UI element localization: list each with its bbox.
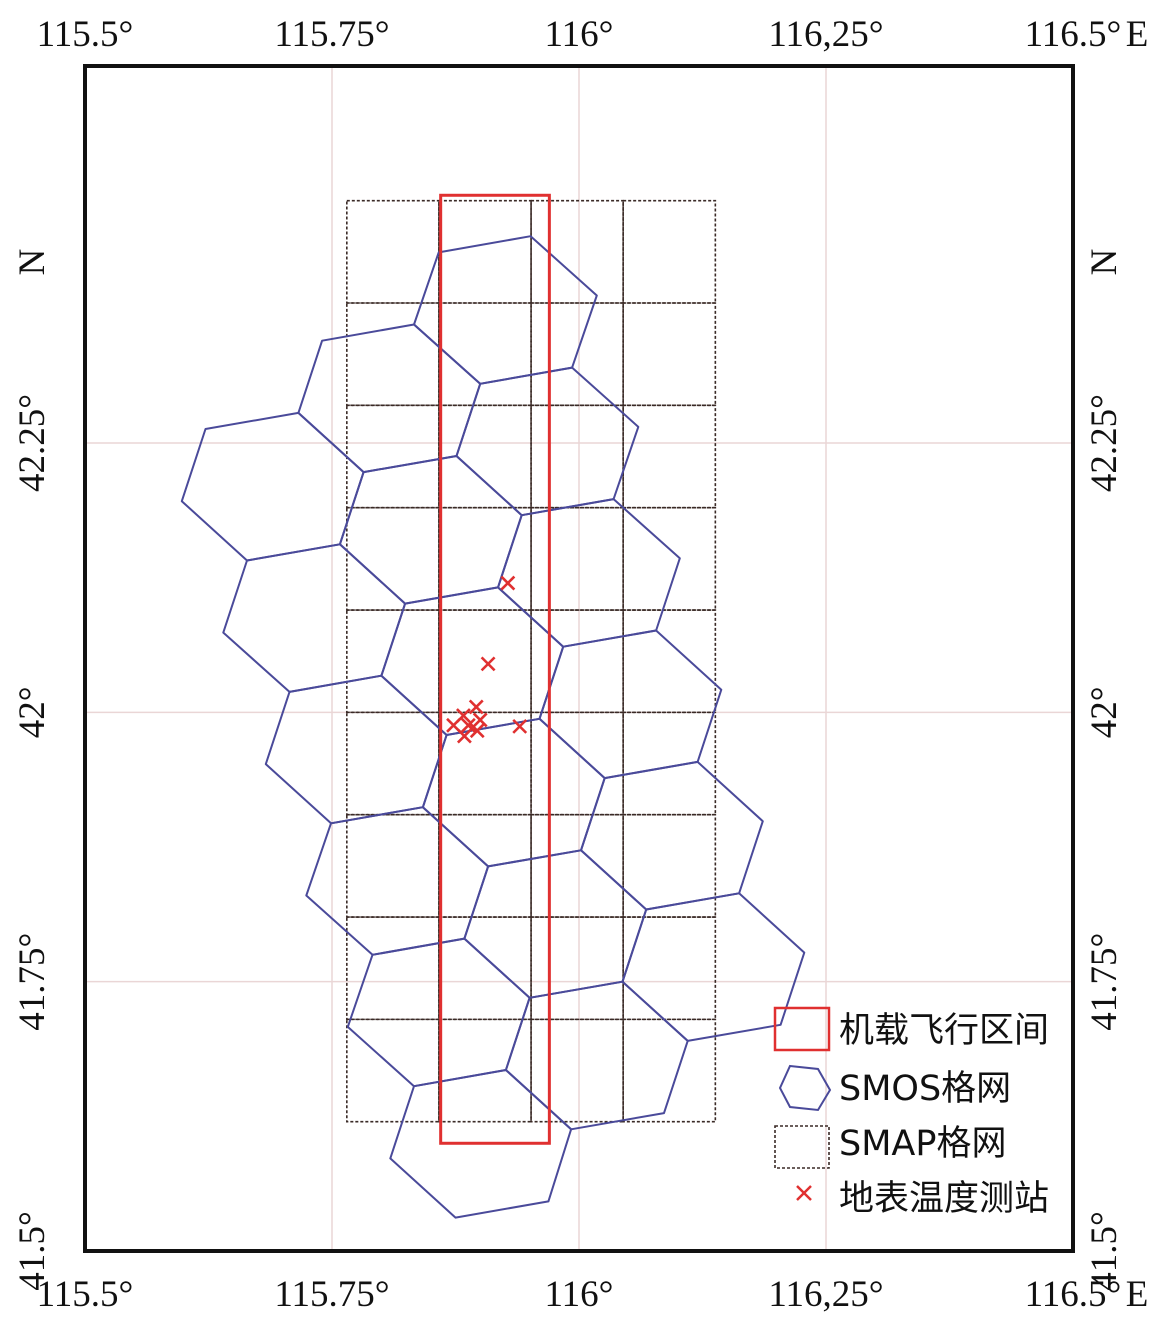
axis-labels: 115.5° 115.5° 115.75° 115.75° 116° 116° 116,25… [12, 14, 1148, 1315]
smos-grid [180, 235, 806, 1219]
lat-tick-label: 42.25° [12, 394, 53, 492]
lon-tick-label: 115.75° [274, 1274, 389, 1315]
legend-label-stations: 地表温度测站 [839, 1179, 1049, 1219]
smos-hexagon [297, 323, 482, 474]
legend-swatch-smap [774, 1125, 830, 1169]
smap-cell [622, 404, 717, 509]
lon-tick-label: 116.5° [1025, 1274, 1122, 1315]
smap-cell [530, 506, 624, 611]
smap-cell [530, 916, 624, 1021]
lon-tick-label: 116° [545, 14, 614, 55]
station-marker [456, 728, 472, 744]
smos-hexagon [180, 411, 365, 562]
smos-hexagon [421, 717, 606, 868]
lat-tick-label: 41.75° [12, 933, 53, 1031]
smap-cell [622, 1018, 717, 1123]
smap-cell [438, 199, 532, 304]
smos-hexagon [580, 760, 764, 911]
smap-grid [346, 199, 717, 1123]
station-marker [460, 717, 476, 733]
legend-label-flight-area: 机载飞行区间 [839, 1011, 1049, 1051]
smos-hexagon [463, 849, 648, 999]
smos-hexagon [497, 498, 681, 648]
stations [446, 575, 528, 744]
station-marker [480, 656, 496, 672]
lat-hemisphere-label: N [12, 249, 53, 276]
smap-cell [530, 609, 624, 714]
smap-cell [622, 711, 717, 816]
lat-tick-label: 42.25° [1084, 394, 1125, 492]
smos-hexagon [305, 806, 490, 956]
smap-cell [622, 609, 717, 714]
legend-swatch-smos-icon [778, 1064, 832, 1112]
station-marker [500, 575, 516, 591]
smap-cell [622, 199, 717, 304]
lat-tick-label: 41.5° [12, 1211, 53, 1291]
smos-hexagon [222, 543, 407, 693]
legend-swatch-flight-area [773, 1006, 831, 1052]
lat-hemisphere-label: N [1084, 249, 1125, 276]
lon-tick-label: 115.5° [37, 1274, 134, 1315]
smap-cell [346, 813, 440, 918]
smos-hexagon [538, 629, 723, 780]
lon-tick-label: 115.75° [274, 14, 389, 55]
smap-cell [346, 609, 440, 714]
lon-hemisphere-label: E [1126, 1274, 1149, 1315]
flight-area-box [439, 193, 551, 1145]
smap-cell [346, 916, 440, 1021]
smap-cell [622, 506, 717, 611]
smos-hexagon [338, 455, 523, 605]
station-marker [472, 712, 488, 728]
smap-cell [346, 1018, 440, 1123]
station-marker [469, 723, 485, 739]
lon-tick-label: 116,25° [768, 14, 883, 55]
smap-cell [346, 404, 440, 509]
legend-label-smap: SMAP格网 [839, 1124, 1006, 1164]
smos-hexagon [264, 674, 448, 825]
smap-cell [438, 916, 532, 1021]
smap-cell [438, 302, 532, 407]
smap-cell [622, 302, 717, 407]
lon-tick-label: 115.5° [37, 14, 134, 55]
lon-hemisphere-label: E [1126, 14, 1149, 55]
lon-tick-label: 116.5° [1025, 14, 1122, 55]
smos-hexagon [455, 366, 640, 517]
lon-tick-label: 116° [545, 1274, 614, 1315]
smap-cell [438, 813, 532, 918]
lon-tick-label: 116,25° [768, 1274, 883, 1315]
lat-tick-label: 41.75° [1084, 933, 1125, 1031]
smos-hexagon [389, 1069, 573, 1219]
lat-tick-label: 42° [1084, 686, 1125, 738]
station-marker [512, 718, 528, 734]
smap-cell [622, 916, 717, 1021]
station-marker [468, 699, 484, 715]
smap-cell [530, 199, 624, 304]
smap-cell [346, 302, 440, 407]
smos-hexagon [504, 980, 689, 1131]
legend-swatch-station-icon [796, 1185, 812, 1201]
lat-tick-label: 41.5° [1084, 1211, 1125, 1291]
legend-label-smos: SMOS格网 [839, 1069, 1011, 1109]
smap-cell [346, 506, 440, 611]
smap-cell [530, 404, 624, 509]
flight-area [439, 193, 551, 1145]
lat-tick-label: 42° [12, 686, 53, 738]
map-frame [83, 64, 1075, 1253]
smap-cell [530, 813, 624, 918]
smap-cell [530, 711, 624, 816]
smap-cell [346, 199, 440, 304]
legend: 机载飞行区间 SMOS格网 SMAP格网 地表温度测站 [773, 1006, 1049, 1219]
